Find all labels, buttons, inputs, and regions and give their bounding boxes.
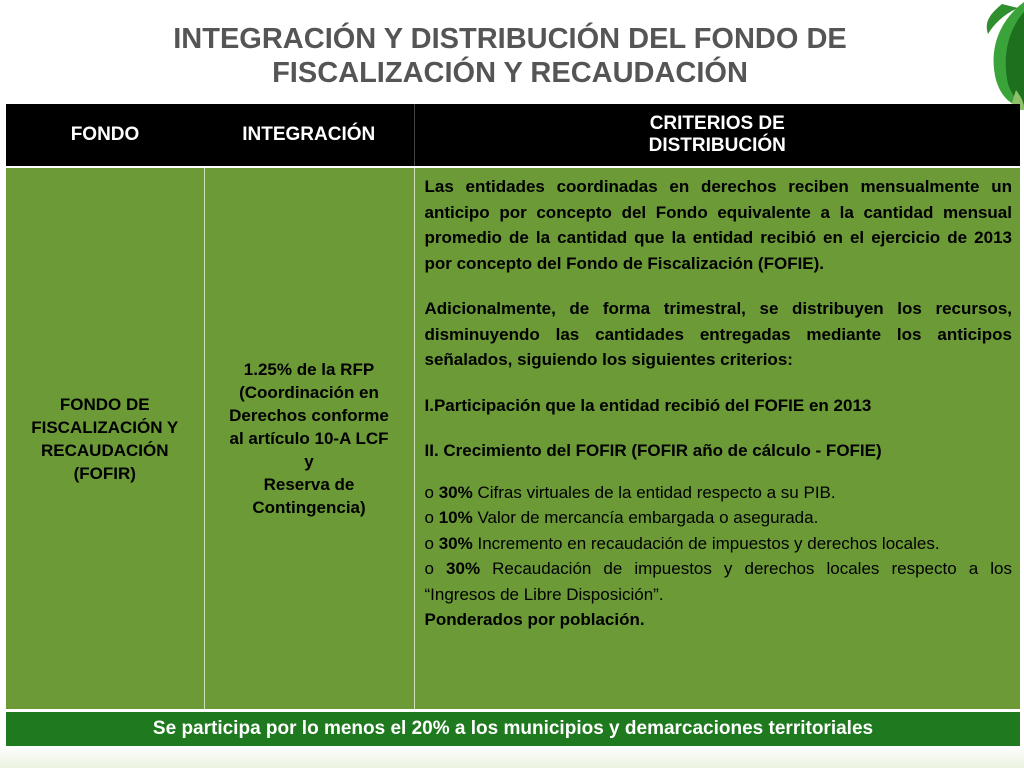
header-integracion: INTEGRACIÓN xyxy=(204,104,414,168)
title-line-1: INTEGRACIÓN Y DISTRIBUCIÓN DEL FONDO DE xyxy=(173,23,847,55)
bullet-marker: o xyxy=(424,482,434,502)
criterio-bullet: o 10% Valor de mercancía embargada o ase… xyxy=(425,505,1013,531)
criterio-bullet: o 30% Incremento en recaudación de impue… xyxy=(425,531,1013,557)
fondo-line: FISCALIZACIÓN Y xyxy=(31,417,179,437)
slide-title: INTEGRACIÓN Y DISTRIBUCIÓN DEL FONDO DE … xyxy=(100,22,920,90)
bullet-marker: o xyxy=(424,533,434,553)
criterios-paragraph-2: Adicionalmente, de forma trimestral, se … xyxy=(424,299,1013,369)
bullet-marker: o xyxy=(424,559,434,578)
bullet-percent: 30% xyxy=(438,482,473,502)
integracion-cell: 1.25% de la RFP (Coordinación en Derecho… xyxy=(204,167,415,709)
bullet-percent: 30% xyxy=(438,533,473,553)
fondo-line: RECAUDACIÓN xyxy=(41,440,169,460)
criterios-paragraph-1: Las entidades coordinadas en derechos re… xyxy=(424,177,1013,273)
footer-banner: Se participa por lo menos el 20% a los m… xyxy=(6,712,1020,746)
title-line-2: FISCALIZACIÓN Y RECAUDACIÓN xyxy=(272,57,748,89)
header-criterios: CRITERIOS DE DISTRIBUCIÓN xyxy=(413,104,1020,168)
integracion-line: 1.25% de la RFP xyxy=(243,360,375,379)
criterios-cell: Las entidades coordinadas en derechos re… xyxy=(414,167,1020,709)
criterios-closing: Ponderados por población. xyxy=(424,610,645,629)
bullet-percent: 10% xyxy=(438,508,473,527)
leaf-decoration-icon xyxy=(986,2,1024,110)
bullet-text: Recaudación de impuestos y derechos loca… xyxy=(424,559,1012,604)
integracion-line: Contingencia) xyxy=(252,498,366,517)
integracion-line: Reserva de xyxy=(263,475,355,494)
criterio-bullet: o 30% Cifras virtuales de la entidad res… xyxy=(425,480,1013,506)
table-row: FONDO DE FISCALIZACIÓN Y RECAUDACIÓN (FO… xyxy=(6,167,1020,709)
bullet-percent: 30% xyxy=(446,559,481,578)
fondo-cell: FONDO DE FISCALIZACIÓN Y RECAUDACIÓN (FO… xyxy=(6,167,205,709)
fondo-line: FONDO DE xyxy=(59,394,150,414)
criterios-paragraph-4: II. Crecimiento del FOFIR (FOFIR año de … xyxy=(424,441,882,460)
integracion-line: (Coordinación en xyxy=(239,383,379,402)
header-criterios-line2: DISTRIBUCIÓN xyxy=(648,135,786,156)
header-fondo: FONDO xyxy=(6,104,204,168)
bullet-text: Cifras virtuales de la entidad respecto … xyxy=(477,482,836,502)
fund-table: FONDO INTEGRACIÓN CRITERIOS DE DISTRIBUC… xyxy=(6,104,1020,709)
table-header-row: FONDO INTEGRACIÓN CRITERIOS DE DISTRIBUC… xyxy=(6,104,1020,168)
integracion-line: Derechos conforme xyxy=(229,406,389,425)
bullet-text: Valor de mercancía embargada o asegurada… xyxy=(477,508,819,527)
integracion-line: al artículo 10-A LCF xyxy=(229,429,389,448)
integracion-line: y xyxy=(304,452,314,471)
bullet-text: Incremento en recaudación de impuestos y… xyxy=(477,533,940,553)
fondo-line: (FOFIR) xyxy=(73,463,136,483)
criterio-bullet: o 30% Recaudación de impuestos y derecho… xyxy=(425,556,1013,607)
bottom-strip xyxy=(0,746,1024,768)
header-criterios-line1: CRITERIOS DE xyxy=(649,113,785,134)
bullet-marker: o xyxy=(424,508,434,527)
criterios-paragraph-3: I.Participación que la entidad recibió d… xyxy=(424,395,872,415)
